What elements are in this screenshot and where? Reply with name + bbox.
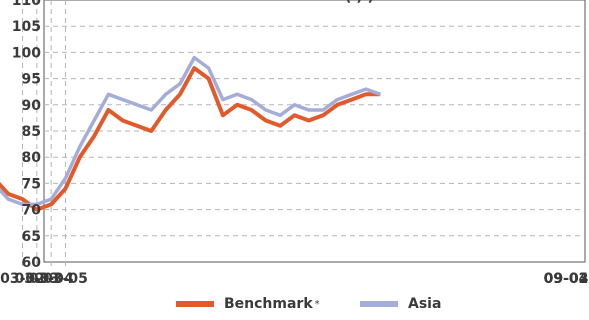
x-tick-label: 09-02: [544, 271, 589, 287]
legend-label-asia: Asia: [408, 296, 442, 312]
x-tick-label: 03-03: [14, 271, 59, 287]
x-tick-label: 03-04: [29, 271, 74, 287]
y-tick-label: 60: [22, 255, 42, 271]
legend-item-asia: Asia: [360, 290, 441, 318]
x-tick-label: 09-04: [544, 271, 589, 287]
legend-label-benchmark: Benchmark: [224, 296, 313, 312]
y-axis-tick-labels: 110 105 100 95 90 85 80 75 70 65 60: [12, 0, 41, 271]
legend-swatch-benchmark: [176, 301, 214, 307]
x-tick-label: 03-05: [43, 271, 88, 287]
y-tick-label: 100: [12, 45, 41, 61]
legend-swatch-asia: [360, 301, 398, 307]
series-line-benchmark: [0, 66, 381, 212]
y-tick-label: 70: [22, 203, 42, 219]
chart-title-partial: ( ) ): [345, 0, 374, 5]
y-tick-label: 105: [12, 19, 41, 35]
y-tick-label: 80: [22, 150, 42, 166]
y-tick-label: 75: [22, 176, 41, 192]
legend: Benchmark * Asia: [0, 290, 589, 320]
series-lines: [0, 55, 381, 212]
x-tick-label: 09-03: [544, 271, 589, 287]
legend-label-marker: *: [314, 298, 320, 310]
y-tick-label: 90: [22, 98, 42, 114]
y-tick-label: 95: [22, 72, 41, 88]
y-tick-label: 85: [22, 124, 41, 140]
legend-item-benchmark: Benchmark *: [176, 290, 320, 318]
x-axis-tick-labels: 03-02 09-02 03-03 09-03 03-04 09-04 03-05: [0, 271, 589, 287]
y-gridlines: [44, 25, 585, 237]
x-tick-label: 03-02: [0, 271, 45, 287]
series-line-asia: [0, 55, 381, 207]
y-tick-label: 65: [22, 229, 41, 245]
y-tick-label: 110: [12, 0, 41, 9]
